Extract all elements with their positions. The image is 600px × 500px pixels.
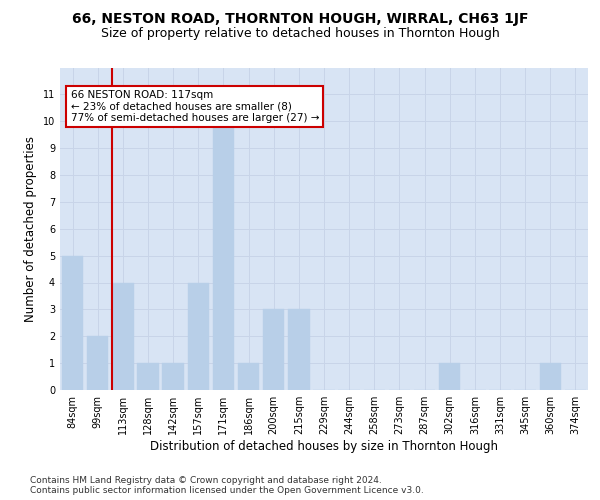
Bar (62, 256, 83, 390)
Bar (238, 363, 259, 390)
Text: 66 NESTON ROAD: 117sqm
← 23% of detached houses are smaller (8)
77% of semi-deta: 66 NESTON ROAD: 117sqm ← 23% of detached… (71, 90, 319, 124)
Bar (213, 121, 234, 390)
Bar (188, 282, 209, 390)
Text: 66, NESTON ROAD, THORNTON HOUGH, WIRRAL, CH63 1JF: 66, NESTON ROAD, THORNTON HOUGH, WIRRAL,… (72, 12, 528, 26)
Y-axis label: Number of detached properties: Number of detached properties (25, 136, 37, 322)
Bar (137, 363, 158, 390)
Text: Contains public sector information licensed under the Open Government Licence v3: Contains public sector information licen… (30, 486, 424, 495)
Bar (112, 282, 134, 390)
Bar (288, 310, 310, 390)
Text: Contains HM Land Registry data © Crown copyright and database right 2024.: Contains HM Land Registry data © Crown c… (30, 476, 382, 485)
Bar (439, 363, 460, 390)
Bar (163, 363, 184, 390)
Bar (539, 363, 561, 390)
Bar (87, 336, 109, 390)
Text: Size of property relative to detached houses in Thornton Hough: Size of property relative to detached ho… (101, 28, 499, 40)
Bar (263, 310, 284, 390)
X-axis label: Distribution of detached houses by size in Thornton Hough: Distribution of detached houses by size … (150, 440, 498, 453)
